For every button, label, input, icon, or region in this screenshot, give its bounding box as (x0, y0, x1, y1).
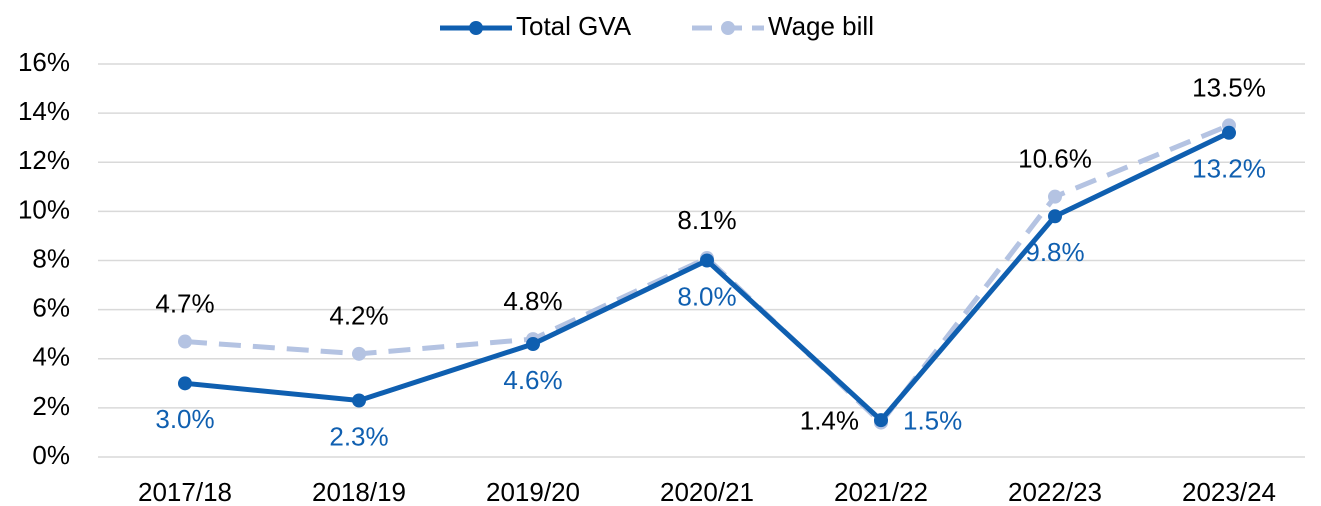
y-tick-label: 8% (32, 243, 70, 273)
data-label: 4.6% (503, 365, 562, 395)
x-tick-label: 2018/19 (312, 477, 406, 506)
legend-label: Wage bill (768, 11, 874, 41)
data-label: 4.7% (155, 288, 214, 318)
marker (178, 376, 192, 391)
y-tick-label: 16% (18, 47, 70, 77)
y-tick-label: 4% (32, 342, 70, 372)
marker (1222, 125, 1236, 140)
data-label: 9.8% (1025, 237, 1084, 267)
legend-marker (721, 21, 735, 35)
data-label: 3.0% (155, 404, 214, 434)
x-tick-label: 2020/21 (660, 477, 754, 506)
legend-label: Total GVA (516, 11, 632, 41)
x-tick-label: 2019/20 (486, 477, 580, 506)
data-label: 13.5% (1192, 72, 1266, 102)
data-label: 1.5% (903, 405, 962, 435)
marker (526, 337, 540, 352)
y-tick-label: 2% (32, 391, 70, 421)
marker (1048, 209, 1062, 224)
marker (1048, 189, 1062, 204)
data-label: 13.2% (1192, 154, 1266, 184)
data-label: 10.6% (1018, 144, 1092, 174)
y-tick-label: 0% (32, 440, 70, 470)
data-label: 4.2% (329, 301, 388, 331)
y-tick-label: 6% (32, 293, 70, 323)
y-tick-label: 14% (18, 96, 70, 126)
y-tick-label: 12% (18, 145, 70, 175)
marker (352, 346, 366, 361)
marker (178, 334, 192, 349)
x-tick-label: 2021/22 (834, 477, 928, 506)
data-label: 4.8% (503, 286, 562, 316)
marker (352, 393, 366, 408)
marker (874, 413, 888, 428)
x-tick-label: 2023/24 (1182, 477, 1276, 506)
x-tick-label: 2017/18 (138, 477, 232, 506)
line (184, 130, 1231, 424)
data-label: 8.1% (677, 205, 736, 235)
data-label: 1.4% (800, 405, 859, 435)
marker (700, 253, 714, 268)
y-tick-label: 10% (18, 194, 70, 224)
data-label: 2.3% (329, 421, 388, 451)
x-tick-label: 2022/23 (1008, 477, 1102, 506)
data-label: 8.0% (677, 281, 736, 311)
legend-marker (469, 21, 483, 35)
